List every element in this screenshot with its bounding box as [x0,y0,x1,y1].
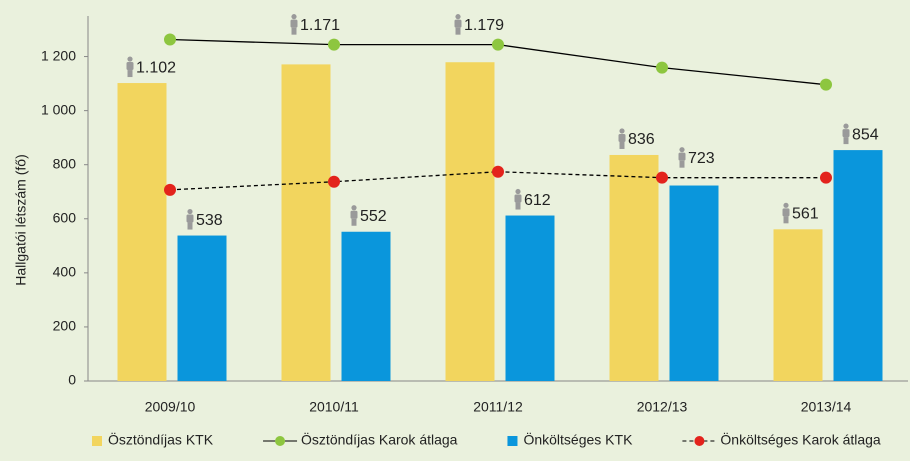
icon-body [350,210,358,219]
person-icon [126,56,134,78]
legend-label: Ösztöndíjas KTK [108,431,214,448]
x-tick-label: 2010/11 [309,399,359,415]
legend-label: Önköltséges KTK [523,431,633,448]
bar [177,235,227,381]
icon-head [127,56,133,62]
bar [609,154,659,381]
marker [164,33,176,46]
legend-swatch [507,436,518,446]
icon-body [454,19,462,28]
bar [773,229,823,381]
y-tick-label: 0 [68,372,76,388]
icon-legs [679,160,685,168]
icon-legs [127,70,133,78]
y-tick-label: 600 [53,209,77,225]
bar [341,231,391,381]
icon-body [514,194,522,203]
legend-label: Ösztöndíjas Karok átlaga [301,431,458,448]
marker [820,171,832,184]
icon-head [679,147,685,153]
marker [492,38,504,51]
person-icon [514,188,522,210]
icon-head [187,208,193,215]
icon-body [126,62,134,71]
y-tick-label: 200 [53,318,77,334]
icon-legs [515,202,521,210]
bar [669,185,719,381]
icon-legs [783,216,789,224]
data-label: 836 [628,131,655,148]
legend-swatch [92,436,102,446]
y-tick-label: 1 200 [41,47,76,63]
y-tick-label: 800 [53,155,77,171]
y-tick-label: 400 [53,264,77,280]
icon-legs [455,27,461,35]
icon-body [782,208,790,217]
icon-head [351,205,357,211]
icon-legs [187,222,193,230]
x-tick-label: 2011/12 [473,399,523,415]
x-tick-label: 2012/13 [637,399,688,415]
icon-body [678,152,686,161]
bar [833,150,883,381]
person-icon [454,14,462,35]
marker [656,61,668,74]
icon-legs [619,141,625,149]
legend-marker [694,436,705,446]
person-icon [186,208,194,230]
marker [164,183,176,196]
data-label: 1.179 [464,17,504,34]
data-label: 1.102 [136,59,176,76]
legend-marker [275,436,286,446]
marker [820,78,832,91]
data-label: 538 [196,212,223,229]
bar [445,62,495,381]
person-icon [782,202,790,224]
icon-head [619,128,625,134]
icon-head [515,188,521,195]
person-icon [842,123,850,145]
icon-body [842,129,850,138]
icon-body [618,133,626,142]
y-axis-label: Hallgatói létszám (fő) [13,154,29,286]
person-icon [350,205,358,226]
icon-head [783,202,789,208]
person-icon [290,14,298,35]
marker [328,175,340,188]
bar [505,215,555,381]
legend-label: Önköltséges Karok átlaga [720,431,881,448]
icon-head [455,14,461,20]
marker [492,165,504,178]
marker [328,38,340,51]
icon-legs [351,218,357,226]
icon-legs [291,27,297,35]
data-label: 854 [852,126,879,143]
person-icon [618,128,626,149]
data-label: 723 [688,150,715,167]
data-label: 552 [360,208,387,225]
icon-body [290,19,298,28]
line [169,171,826,191]
marker [656,171,668,184]
icon-legs [843,137,849,145]
x-tick-label: 2013/14 [801,399,852,415]
person-icon [678,147,686,168]
data-label: 612 [524,192,551,209]
data-label: 1.171 [300,17,340,34]
icon-body [186,214,194,223]
data-label: 561 [792,206,819,223]
icon-head [843,123,849,129]
icon-head [291,14,297,20]
y-tick-label: 1 000 [41,101,76,117]
bar [117,83,167,381]
x-tick-label: 2009/10 [145,399,196,415]
bar [281,64,331,381]
